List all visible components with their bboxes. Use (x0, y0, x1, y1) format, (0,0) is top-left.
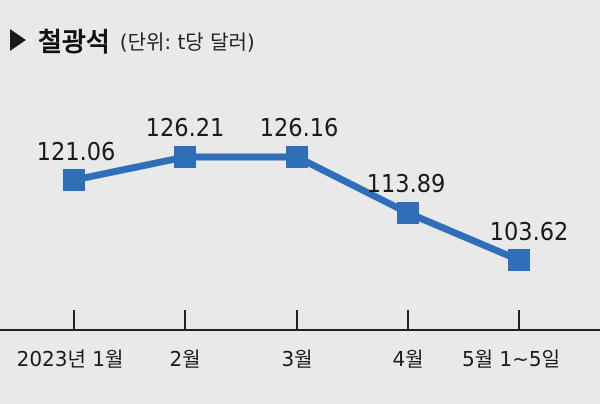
marker-layer (63, 146, 530, 271)
x-tick-label: 2023년 1월 (17, 347, 124, 371)
play-triangle-icon (10, 29, 26, 51)
data-point-marker (286, 146, 308, 168)
x-tick-label: 5월 1~5일 (462, 347, 560, 371)
data-value-label: 113.89 (367, 169, 446, 198)
series-line-layer (73, 153, 521, 264)
data-point-marker (63, 169, 85, 191)
x-tick-label: 4월 (392, 347, 423, 371)
chart-title: 철광석 (38, 27, 110, 58)
value-label-layer: 121.06 126.21 126.16 113.89 103.62 (37, 113, 569, 246)
chart-unit-subtitle: (단위: t당 달러) (119, 29, 255, 54)
data-value-label: 121.06 (37, 137, 116, 166)
data-point-marker (174, 146, 196, 168)
x-tick-label-layer: 2023년 1월 2월 3월 4월 5월 1~5일 (17, 347, 560, 371)
data-point-marker (397, 202, 419, 224)
data-value-label: 126.21 (146, 113, 225, 142)
chart-title-bar: 철광석 (단위: t당 달러) (10, 20, 255, 60)
x-axis (0, 310, 600, 331)
x-tick-label: 3월 (281, 347, 312, 371)
x-tick-label: 2월 (169, 347, 200, 371)
data-value-label: 126.16 (260, 113, 339, 142)
series-line (73, 153, 521, 264)
data-point-marker (508, 249, 530, 271)
data-value-label: 103.62 (490, 217, 569, 246)
